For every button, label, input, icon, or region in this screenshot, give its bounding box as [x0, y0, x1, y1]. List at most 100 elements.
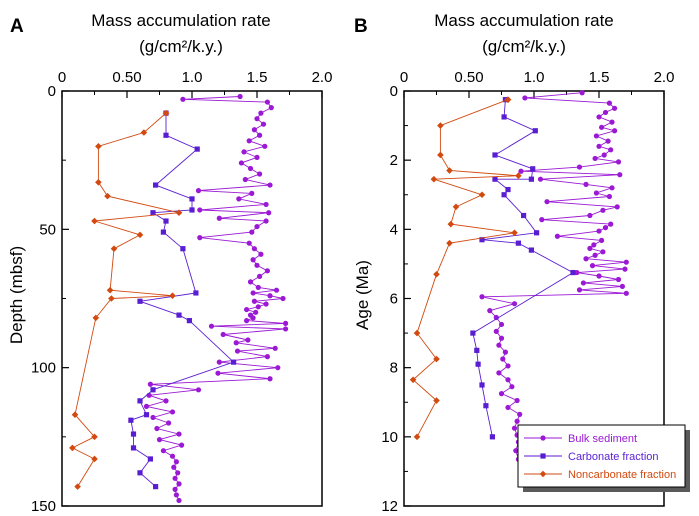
data-point-noncarbonate [92, 314, 100, 322]
data-point-bulk [234, 348, 241, 354]
data-point-bulk [216, 215, 222, 221]
data-point-bulk [592, 155, 598, 162]
data-point-bulk [511, 425, 518, 431]
data-point-bulk [283, 320, 289, 326]
data-point-carbonate [515, 240, 521, 246]
data-point-bulk [249, 229, 255, 235]
data-point-bulk [171, 464, 177, 470]
data-point-bulk [173, 459, 179, 465]
y-tick-label: 6 [390, 291, 398, 308]
data-point-noncarbonate [106, 286, 114, 294]
data-point-bulk [593, 190, 600, 196]
data-point-bulk [601, 152, 607, 158]
data-point-bulk [576, 287, 583, 293]
data-point-bulk [257, 171, 263, 177]
legend-items: Bulk sediment Carbonate fraction Noncarbon… [524, 433, 676, 481]
legend: Bulk sediment Carbonate fraction Noncarbon… [517, 424, 690, 492]
data-point-carbonate [150, 210, 156, 216]
data-point-noncarbonate [95, 179, 102, 186]
data-point-bulk [493, 328, 499, 334]
data-point-bulk [215, 370, 221, 376]
data-point-bulk [220, 331, 226, 338]
data-point-carbonate [189, 207, 195, 213]
data-point-bulk [518, 168, 524, 174]
x-tick-label: 1.0 [182, 69, 203, 86]
series-bulk [479, 90, 629, 462]
data-point-carbonate [143, 412, 150, 418]
data-point-bulk [513, 448, 519, 454]
panel-a-label: A [10, 16, 24, 37]
data-point-noncarbonate [452, 203, 460, 211]
data-point-bulk [615, 276, 622, 283]
data-point-bulk [496, 370, 502, 376]
panel-b: B Mass accumulation rate (g/cm²/k.y.) Ag… [353, 11, 690, 515]
panel-b-x-ticks: 0 0.50 1.0 1.5 2.0 [400, 69, 675, 98]
data-point-bulk [273, 287, 280, 293]
data-point-bulk [579, 90, 585, 96]
y-tick-label: 150 [31, 498, 56, 515]
x-tick-label: 1.5 [589, 69, 610, 86]
data-point-bulk [255, 304, 261, 310]
data-point-noncarbonate [511, 229, 518, 237]
data-point-bulk [619, 283, 626, 289]
data-point-noncarbonate [175, 209, 183, 217]
data-point-bulk [242, 176, 248, 183]
data-point-bulk [246, 240, 252, 246]
data-point-bulk [593, 133, 600, 139]
data-point-bulk [250, 315, 256, 321]
data-point-bulk [251, 246, 257, 252]
data-point-carbonate [489, 434, 495, 440]
data-point-carbonate [163, 132, 169, 138]
data-point-bulk [237, 93, 243, 100]
data-point-bulk [614, 204, 620, 210]
data-point-carbonate [137, 470, 143, 476]
data-point-bulk [249, 190, 255, 196]
data-point-bulk [267, 293, 273, 299]
data-point-bulk [596, 114, 602, 120]
legend-label: Noncarbonate fraction [568, 469, 676, 481]
data-point-bulk [496, 342, 502, 348]
x-tick-label: 2.0 [654, 69, 675, 86]
data-point-carbonate [128, 417, 134, 423]
data-point-bulk [262, 143, 268, 149]
data-point-bulk [233, 340, 239, 346]
legend-item-noncarbonate: Noncarbonate fraction [524, 469, 676, 481]
data-point-carbonate [492, 176, 498, 182]
data-point-bulk [498, 321, 505, 328]
data-point-bulk [587, 212, 593, 219]
data-point-bulk [154, 425, 160, 432]
data-point-bulk [602, 225, 609, 231]
data-point-noncarbonate [91, 455, 98, 463]
data-point-carbonate [130, 445, 137, 451]
y-tick-label: 4 [390, 221, 398, 238]
data-point-bulk [254, 154, 260, 160]
data-point-carbonate [180, 246, 186, 252]
data-point-bulk [522, 95, 528, 101]
data-point-bulk [258, 251, 264, 257]
data-point-bulk [216, 359, 222, 365]
data-point-bulk [260, 121, 267, 127]
data-point-bulk [544, 199, 550, 205]
data-point-carbonate [194, 146, 200, 152]
data-point-bulk [500, 356, 506, 362]
x-tick-label: 2.0 [312, 69, 333, 86]
data-point-bulk [509, 384, 515, 390]
data-point-bulk [487, 308, 493, 314]
data-point-bulk [268, 105, 274, 111]
series-line-bulk [481, 92, 627, 460]
data-point-bulk [592, 252, 598, 258]
series-line-bulk [146, 96, 286, 501]
data-point-carbonate [532, 128, 538, 134]
y-tick-label: 8 [390, 360, 398, 377]
data-point-bulk [163, 398, 169, 404]
data-point-bulk [263, 218, 269, 224]
data-point-carbonate [153, 182, 159, 188]
y-tick-label: 12 [381, 498, 398, 515]
panel-b-title-line2: (g/cm²/k.y.) [482, 37, 566, 56]
data-point-carbonate [521, 212, 527, 219]
data-point-bulk [591, 242, 597, 248]
panel-a-title-line1: Mass accumulation rate [91, 11, 271, 30]
data-point-bulk [176, 481, 182, 487]
legend-label: Bulk sediment [568, 433, 637, 445]
